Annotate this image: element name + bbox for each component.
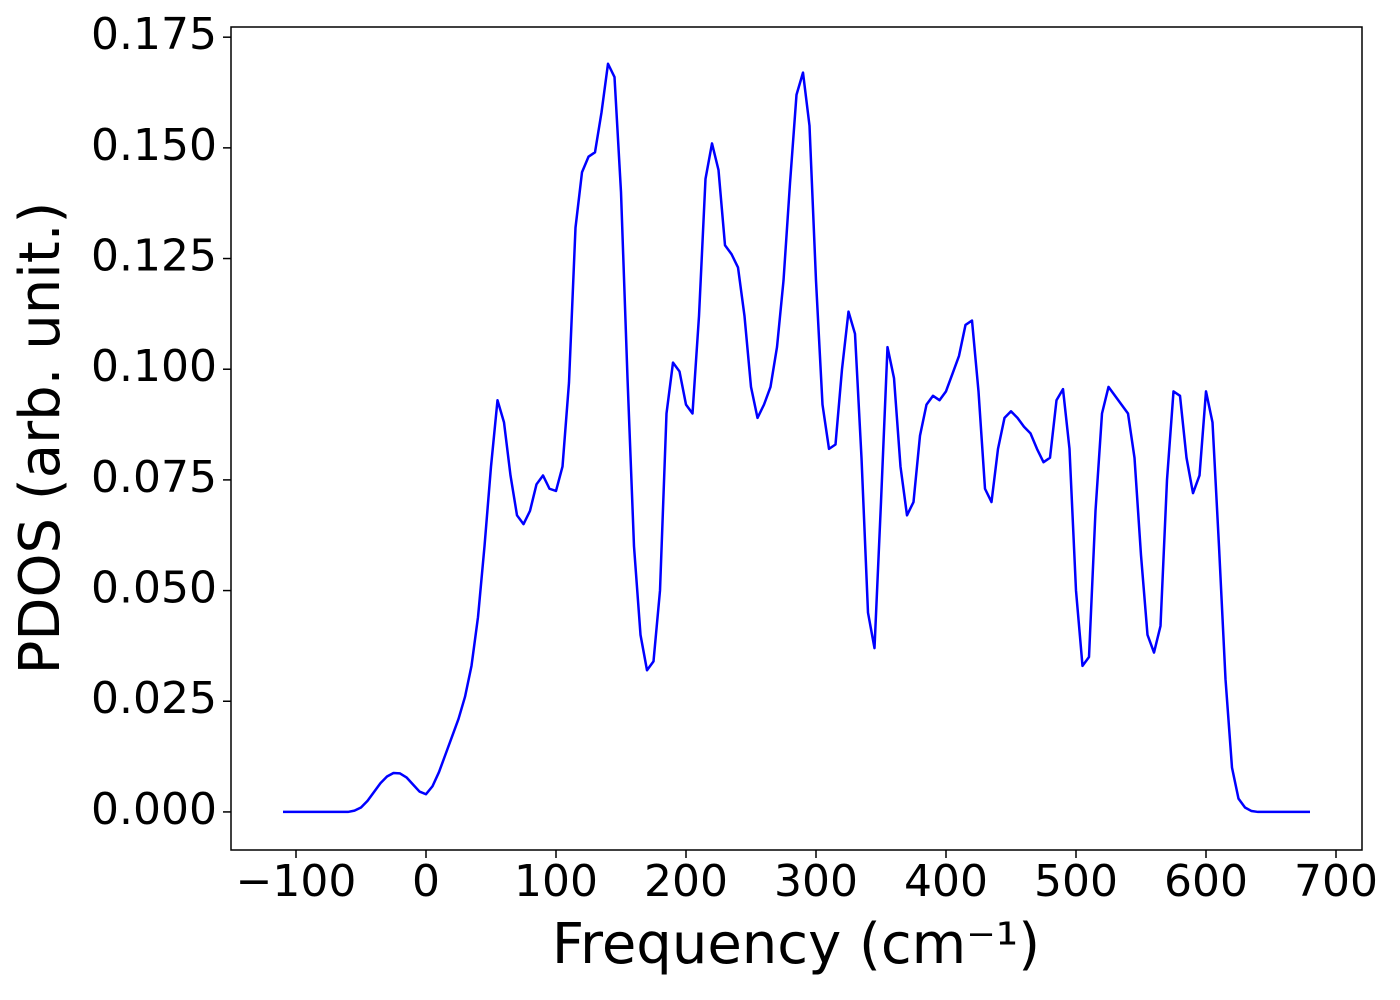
data-line <box>283 62 1310 814</box>
y-tick-label: 0.000 <box>91 784 217 835</box>
plot-frame <box>230 26 1363 851</box>
y-tick-label: 0.100 <box>91 341 217 392</box>
y-tick-label: 0.150 <box>91 120 217 171</box>
x-tick-label: 0 <box>412 856 440 907</box>
x-tick-label: 500 <box>1034 856 1118 907</box>
y-tick-label: 0.050 <box>91 563 217 614</box>
x-tick-label: 100 <box>514 856 598 907</box>
y-tick-label: 0.025 <box>91 673 217 724</box>
y-axis-label: PDOS (arb. unit.) <box>8 202 73 675</box>
x-tick-label: 400 <box>904 856 988 907</box>
x-tick-label: 300 <box>774 856 858 907</box>
x-tick-label: 700 <box>1294 856 1378 907</box>
x-axis-label: Frequency (cm⁻¹) <box>552 912 1040 977</box>
x-tick-label: 200 <box>644 856 728 907</box>
x-tick-label: 600 <box>1164 856 1248 907</box>
x-tick-label: −100 <box>236 856 357 907</box>
y-tick-label: 0.175 <box>91 9 217 60</box>
y-tick-label: 0.125 <box>91 231 217 282</box>
y-tick-label: 0.075 <box>91 452 217 503</box>
